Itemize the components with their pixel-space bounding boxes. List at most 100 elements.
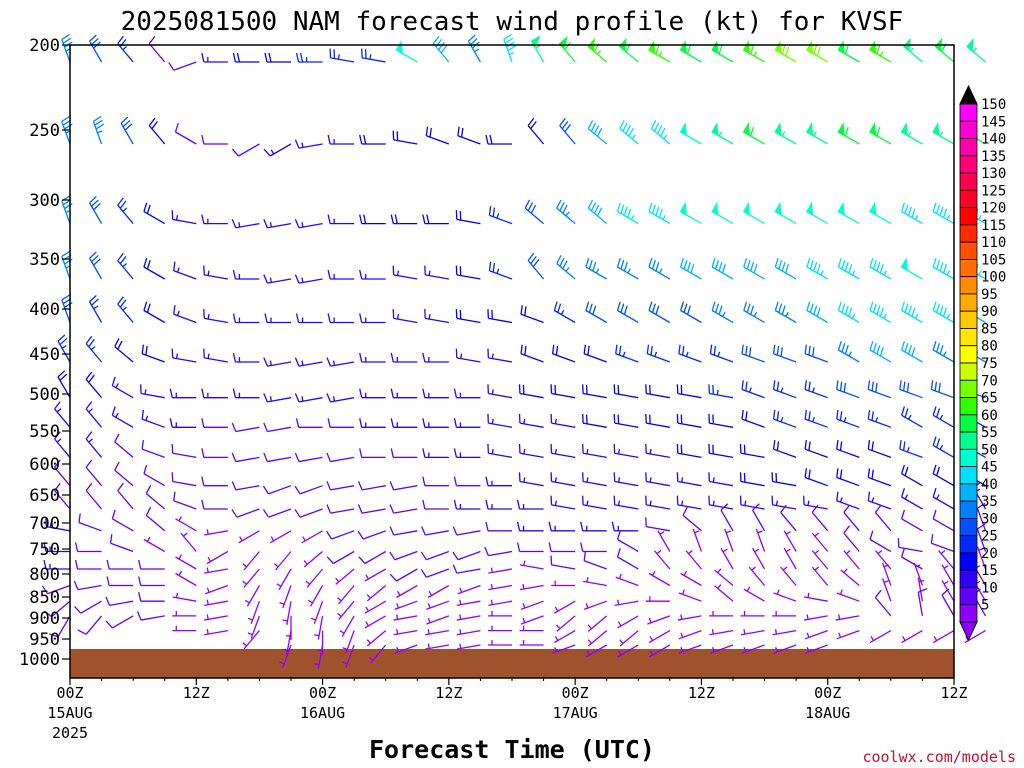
wind-barb — [645, 596, 670, 602]
wind-barb — [648, 301, 671, 324]
wind-barb — [646, 344, 671, 363]
wind-barb — [741, 380, 765, 399]
wind-barb — [843, 525, 860, 552]
y-axis: 200 250 300 350 400 450 500 550 600 650 700 750 800 8… — [19, 36, 70, 670]
colorbar-swatch — [959, 138, 978, 157]
wind-barb — [941, 580, 955, 602]
wind-barb — [426, 600, 450, 611]
wind-barb — [867, 468, 892, 487]
wind-barb — [932, 122, 955, 145]
wind-barb — [645, 443, 670, 459]
wind-barb — [582, 413, 607, 428]
wind-barb — [61, 294, 73, 323]
wind-barb — [276, 568, 292, 591]
wind-barb — [389, 481, 418, 491]
x-tick-time: 00Z — [56, 684, 83, 702]
wind-barb — [774, 258, 797, 280]
wind-barb — [550, 495, 576, 510]
colorbar-label: 140 — [981, 132, 1006, 148]
wind-barb — [420, 568, 450, 578]
wind-barb — [263, 357, 292, 367]
wind-barb — [488, 261, 513, 280]
wind-barb — [692, 528, 703, 552]
wind-barb — [882, 562, 892, 586]
wind-barb — [78, 513, 102, 532]
colorbar-swatch — [959, 466, 978, 485]
wind-barb — [307, 585, 324, 607]
wind-barb — [913, 562, 924, 586]
wind-barb — [138, 559, 165, 570]
wind-barb — [453, 418, 481, 428]
wind-barb — [742, 122, 765, 145]
wind-barb — [617, 615, 639, 629]
wind-barb — [359, 388, 386, 399]
wind-barb — [342, 644, 355, 668]
wind-barb — [900, 257, 923, 280]
wind-barb — [616, 548, 639, 570]
wind-barb — [326, 504, 355, 514]
wind-barb — [811, 504, 829, 532]
wind-barb — [869, 258, 892, 280]
wind-barb — [74, 559, 102, 570]
wind-barb — [145, 506, 166, 532]
y-tick-label: 900 — [29, 609, 60, 629]
wind-barb — [89, 251, 103, 280]
x-tick-time: 12Z — [183, 684, 210, 702]
wind-barb — [301, 530, 323, 544]
wind-barb — [485, 476, 512, 487]
wind-barb — [390, 388, 418, 399]
y-tick-label: 350 — [29, 250, 60, 270]
colorbar-label: 55 — [981, 425, 998, 441]
colorbar-label: 60 — [981, 408, 998, 424]
colorbar-label: 115 — [981, 218, 1006, 234]
colorbar-label: 45 — [981, 460, 998, 476]
wind-barb — [771, 472, 797, 487]
wind-barb — [111, 376, 134, 399]
wind-barb — [425, 643, 449, 650]
wind-barb — [89, 295, 103, 323]
wind-barb — [488, 583, 513, 591]
wind-barb — [585, 644, 608, 658]
wind-barb — [617, 644, 639, 658]
wind-barb — [645, 495, 670, 510]
wind-barb — [552, 644, 576, 654]
wind-barb — [679, 201, 702, 225]
wind-barb — [899, 380, 923, 399]
wind-barb — [901, 301, 923, 324]
wind-barb — [231, 452, 260, 463]
wind-barb — [679, 122, 702, 145]
wind-barb — [456, 599, 481, 607]
wind-barb — [678, 589, 702, 602]
colorbar-label: 150 — [981, 97, 1006, 113]
wind-barb — [326, 452, 355, 463]
wind-barb — [836, 491, 860, 510]
wind-barb — [516, 542, 544, 553]
wind-barb — [357, 504, 386, 514]
colorbar-label: 30 — [981, 511, 998, 527]
wind-barbs — [41, 33, 987, 669]
wind-barb — [422, 499, 449, 510]
wind-barb — [647, 615, 671, 625]
wind-barb — [804, 380, 828, 399]
y-tick-label: 1000 — [19, 650, 60, 670]
wind-barb — [930, 534, 955, 553]
wind-barb — [114, 433, 134, 458]
wind-barb — [680, 570, 702, 587]
wind-barb — [485, 499, 512, 510]
colorbar-label: 85 — [981, 321, 998, 337]
wind-barb — [457, 584, 481, 595]
wind-barb — [901, 509, 923, 532]
wind-barb — [231, 481, 260, 491]
wind-barb — [518, 472, 544, 487]
wind-barb — [843, 504, 860, 532]
wind-barb — [41, 584, 71, 595]
wind-barb — [554, 630, 576, 644]
wind-barb — [488, 599, 513, 607]
colorbar-swatch — [959, 500, 978, 519]
colorbar-swatch — [959, 604, 978, 623]
wind-barb — [392, 130, 418, 145]
wind-barb — [932, 406, 955, 428]
colorbar-label: 65 — [981, 391, 998, 407]
wind-barb — [613, 413, 639, 428]
wind-barb — [389, 550, 418, 561]
